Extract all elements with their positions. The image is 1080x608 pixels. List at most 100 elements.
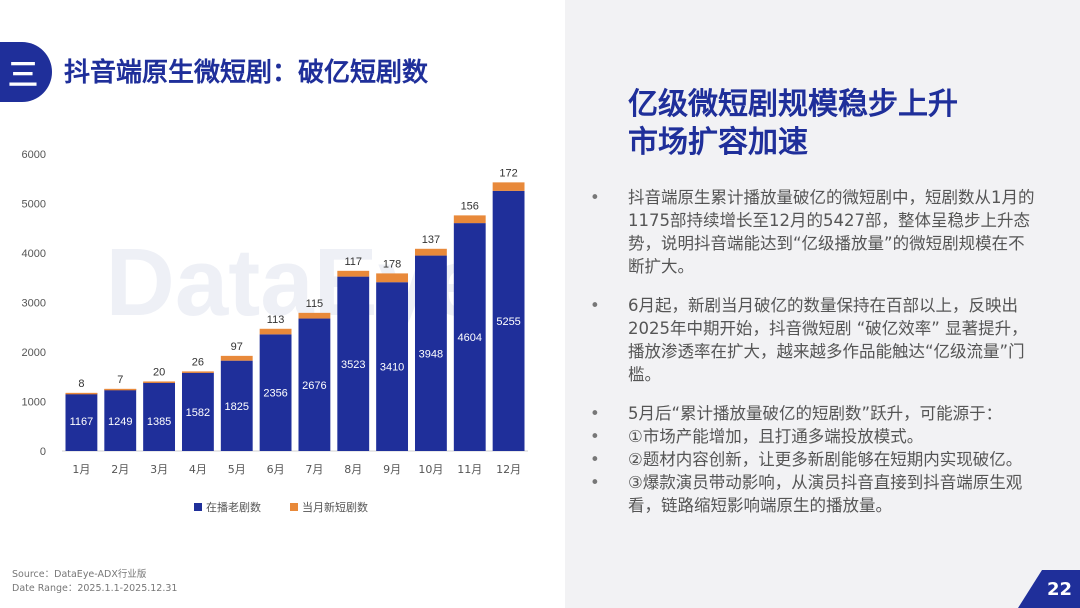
bar-existing (259, 334, 292, 451)
bar-existing (181, 372, 214, 451)
data-label-new: 7 (117, 374, 123, 386)
bullet-dot: • (590, 404, 600, 423)
bar-new (259, 328, 292, 335)
bar-new (414, 248, 447, 256)
bullet-dot: • (590, 188, 600, 207)
bullet-dot: • (590, 450, 600, 469)
y-tick-label: 3000 (22, 298, 46, 310)
bar-existing (376, 282, 409, 451)
bar-existing (298, 318, 331, 451)
data-label-new: 137 (422, 234, 440, 246)
date-range-line: Date Range：2025.1.1-2025.12.31 (12, 583, 178, 594)
y-tick-label: 4000 (22, 248, 46, 260)
data-label-new: 113 (267, 314, 285, 326)
y-tick-label: 6000 (22, 149, 46, 161)
bar-existing (492, 190, 525, 451)
source-note: Source：DataEye-ADX行业版 Date Range：2025.1.… (12, 568, 177, 596)
data-label-existing: 1249 (108, 416, 132, 428)
bar-new (220, 355, 253, 361)
data-label-existing: 3410 (380, 362, 404, 374)
y-tick-label: 5000 (22, 199, 46, 211)
x-tick-label: 10月 (418, 463, 443, 476)
bar-new (337, 270, 370, 277)
bullet-text: ①市场产能增加，且打通多端投放模式。 (628, 427, 924, 446)
data-label-existing: 2676 (302, 380, 326, 392)
bar-existing (337, 276, 370, 451)
x-tick-label: 5月 (228, 463, 246, 476)
source-line: Source：DataEye-ADX行业版 (12, 569, 147, 580)
bullet-dot: • (590, 427, 600, 446)
bullet-dot: • (590, 296, 600, 315)
bar-existing (414, 255, 447, 451)
bar-new (143, 381, 176, 383)
page-title: 抖音端原生微短剧：破亿短剧数 (64, 58, 429, 88)
bar-existing (453, 223, 486, 451)
chart-area: DataEye 0 1000 2000 3000 4000 5000 6000 1167 8 1月 1… (0, 140, 565, 560)
x-tick-label: 9月 (383, 463, 401, 476)
bullet-item: • 抖音端原生累计播放量破亿的微短剧中，短剧数从1月的1175部持续增长至12月… (590, 186, 1040, 278)
bullet-text: 5月后“累计播放量破亿的短剧数”跃升，可能源于： (628, 404, 1003, 423)
data-label-existing: 2356 (263, 388, 287, 400)
data-label-existing: 1825 (225, 401, 249, 413)
bar-new (104, 388, 137, 391)
x-tick-label: 2月 (111, 463, 129, 476)
bullet-item: • ①市场产能增加，且打通多端投放模式。 (590, 425, 1040, 448)
x-tick-label: 8月 (344, 463, 362, 476)
bar-new (65, 392, 98, 395)
slide-header: 三 抖音端原生微短剧：破亿短剧数 (0, 42, 565, 104)
x-tick-label: 6月 (267, 463, 285, 476)
bullet-text: ②题材内容创新，让更多新剧能够在短期内实现破亿。 (628, 450, 1023, 469)
data-label-existing: 1582 (186, 407, 210, 419)
headline-line-1: 亿级微短剧规模稳步上升 (628, 87, 958, 122)
bullet-dot: • (590, 473, 600, 492)
data-label-existing: 3523 (341, 359, 365, 371)
data-label-new: 115 (306, 298, 324, 310)
stacked-bar-chart: DataEye0100020003000400050006000116781月1… (22, 149, 528, 514)
bullet-text: ③爆款演员带动影响，从演员抖音直接到抖音端原生观看，链路缩短影响端原生的播放量。 (628, 473, 1023, 515)
bar-new (376, 273, 409, 283)
x-tick-label: 1月 (72, 463, 90, 476)
right-panel (565, 0, 1080, 608)
headline: 亿级微短剧规模稳步上升 市场扩容加速 (628, 86, 1048, 162)
x-tick-label: 4月 (189, 463, 207, 476)
bar-existing (104, 389, 137, 451)
data-label-existing: 3948 (419, 348, 443, 360)
bar-new (453, 215, 486, 224)
legend-swatch-existing (194, 503, 202, 511)
headline-line-2: 市场扩容加速 (628, 125, 808, 160)
data-label-new: 178 (383, 258, 401, 270)
x-tick-label: 3月 (150, 463, 168, 476)
bullet-list: • 抖音端原生累计播放量破亿的微短剧中，短剧数从1月的1175部持续增长至12月… (590, 186, 1040, 517)
data-label-new: 172 (499, 167, 517, 179)
data-label-new: 117 (344, 256, 362, 268)
bullet-item: • ②题材内容创新，让更多新剧能够在短期内实现破亿。 (590, 448, 1040, 471)
section-badge: 三 (0, 42, 52, 102)
legend-label-existing: 在播老剧数 (206, 500, 261, 514)
bullet-item: • ③爆款演员带动影响，从演员抖音直接到抖音端原生观看，链路缩短影响端原生的播放… (590, 471, 1040, 517)
data-label-new: 156 (461, 200, 479, 212)
legend-label-new: 当月新短剧数 (302, 500, 368, 514)
bullet-text: 6月起，新剧当月破亿的数量保持在百部以上，反映出2025年中期开始，抖音微短剧 … (628, 296, 1028, 384)
section-glyph: 三 (8, 58, 38, 93)
bullet-item: • 6月起，新剧当月破亿的数量保持在百部以上，反映出2025年中期开始，抖音微短… (590, 294, 1040, 386)
y-tick-label: 1000 (22, 397, 46, 409)
x-tick-label: 12月 (496, 463, 521, 476)
data-label-new: 26 (192, 356, 204, 368)
x-tick-label: 7月 (305, 463, 323, 476)
bullet-text: 抖音端原生累计播放量破亿的微短剧中，短剧数从1月的1175部持续增长至12月的5… (628, 188, 1035, 276)
bar-existing (65, 393, 98, 451)
y-tick-label: 2000 (22, 347, 46, 359)
bar-new (492, 182, 525, 191)
data-label-new: 8 (78, 378, 84, 390)
data-label-existing: 4604 (458, 332, 482, 344)
data-label-existing: 5255 (496, 316, 520, 328)
data-label-new: 97 (231, 341, 243, 353)
data-label-new: 20 (153, 366, 165, 378)
y-tick-label: 0 (40, 446, 46, 458)
bar-existing (143, 382, 176, 451)
bar-new (181, 371, 214, 373)
left-panel: 三 抖音端原生微短剧：破亿短剧数 DataEye 0 1000 2000 3000 400… (0, 42, 565, 596)
bar-new (298, 312, 331, 319)
x-tick-label: 11月 (457, 463, 482, 476)
data-label-existing: 1385 (147, 416, 171, 428)
